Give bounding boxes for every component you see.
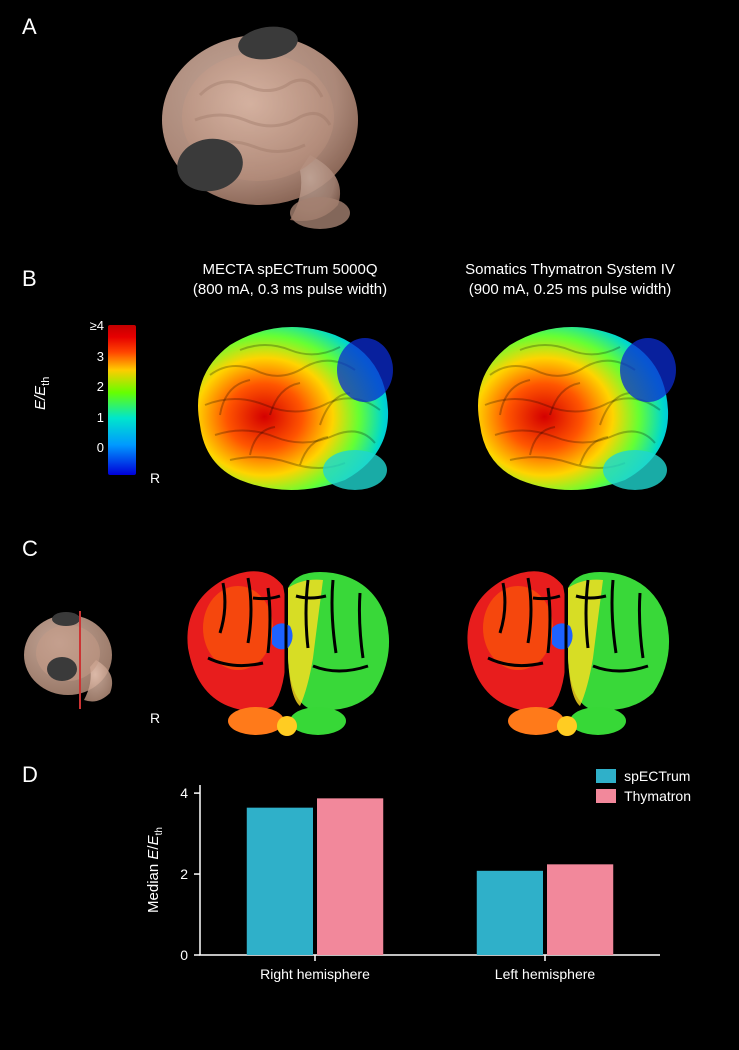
legend-item-spectrum: spECTrum bbox=[596, 768, 691, 784]
head-side-inset bbox=[18, 605, 128, 715]
coronal-slice-thymatron bbox=[448, 558, 683, 738]
figure: A B C D bbox=[0, 0, 739, 1050]
svg-text:Right hemisphere: Right hemisphere bbox=[260, 966, 370, 982]
title-right-line1: Somatics Thymatron System IV bbox=[465, 261, 675, 278]
svg-text:Median E/Eth: Median E/Eth bbox=[145, 827, 165, 913]
title-left-line2: (800 mA, 0.3 ms pulse width) bbox=[193, 281, 387, 298]
panel-a bbox=[0, 10, 739, 250]
head-model-3d bbox=[150, 25, 380, 235]
legend-swatch-spectrum bbox=[596, 769, 616, 783]
svg-text:0: 0 bbox=[180, 947, 188, 963]
svg-text:2: 2 bbox=[180, 866, 188, 882]
column-title-mecta: MECTA spECTrum 5000Q (800 mA, 0.3 ms pul… bbox=[160, 260, 420, 299]
colorbar: E/Eth ≥4 3 2 1 0 bbox=[46, 325, 141, 485]
panel-b: MECTA spECTrum 5000Q (800 mA, 0.3 ms pul… bbox=[0, 260, 739, 520]
orientation-r-c: R bbox=[150, 710, 160, 726]
column-title-thymatron: Somatics Thymatron System IV (900 mA, 0.… bbox=[440, 260, 700, 299]
panel-c: R bbox=[0, 530, 739, 750]
legend-swatch-thymatron bbox=[596, 789, 616, 803]
colorbar-gradient bbox=[108, 325, 136, 475]
panel-d: 0 2 4 Median E/Eth Right hemisphere Left hemi… bbox=[0, 760, 739, 1040]
colorbar-label: E/Eth bbox=[32, 377, 52, 410]
legend-item-thymatron: Thymatron bbox=[596, 788, 691, 804]
brain-surface-thymatron bbox=[450, 315, 680, 495]
svg-text:Left hemisphere: Left hemisphere bbox=[495, 966, 596, 982]
title-right-line2: (900 mA, 0.25 ms pulse width) bbox=[469, 281, 672, 298]
brain-surface-mecta bbox=[170, 315, 400, 495]
chart-legend: spECTrum Thymatron bbox=[596, 768, 691, 808]
orientation-r-b: R bbox=[150, 470, 160, 486]
title-left-line1: MECTA spECTrum 5000Q bbox=[202, 261, 377, 278]
svg-text:4: 4 bbox=[180, 785, 188, 801]
colorbar-ticks: ≥4 3 2 1 0 bbox=[84, 319, 104, 472]
coronal-slice-mecta bbox=[168, 558, 403, 738]
